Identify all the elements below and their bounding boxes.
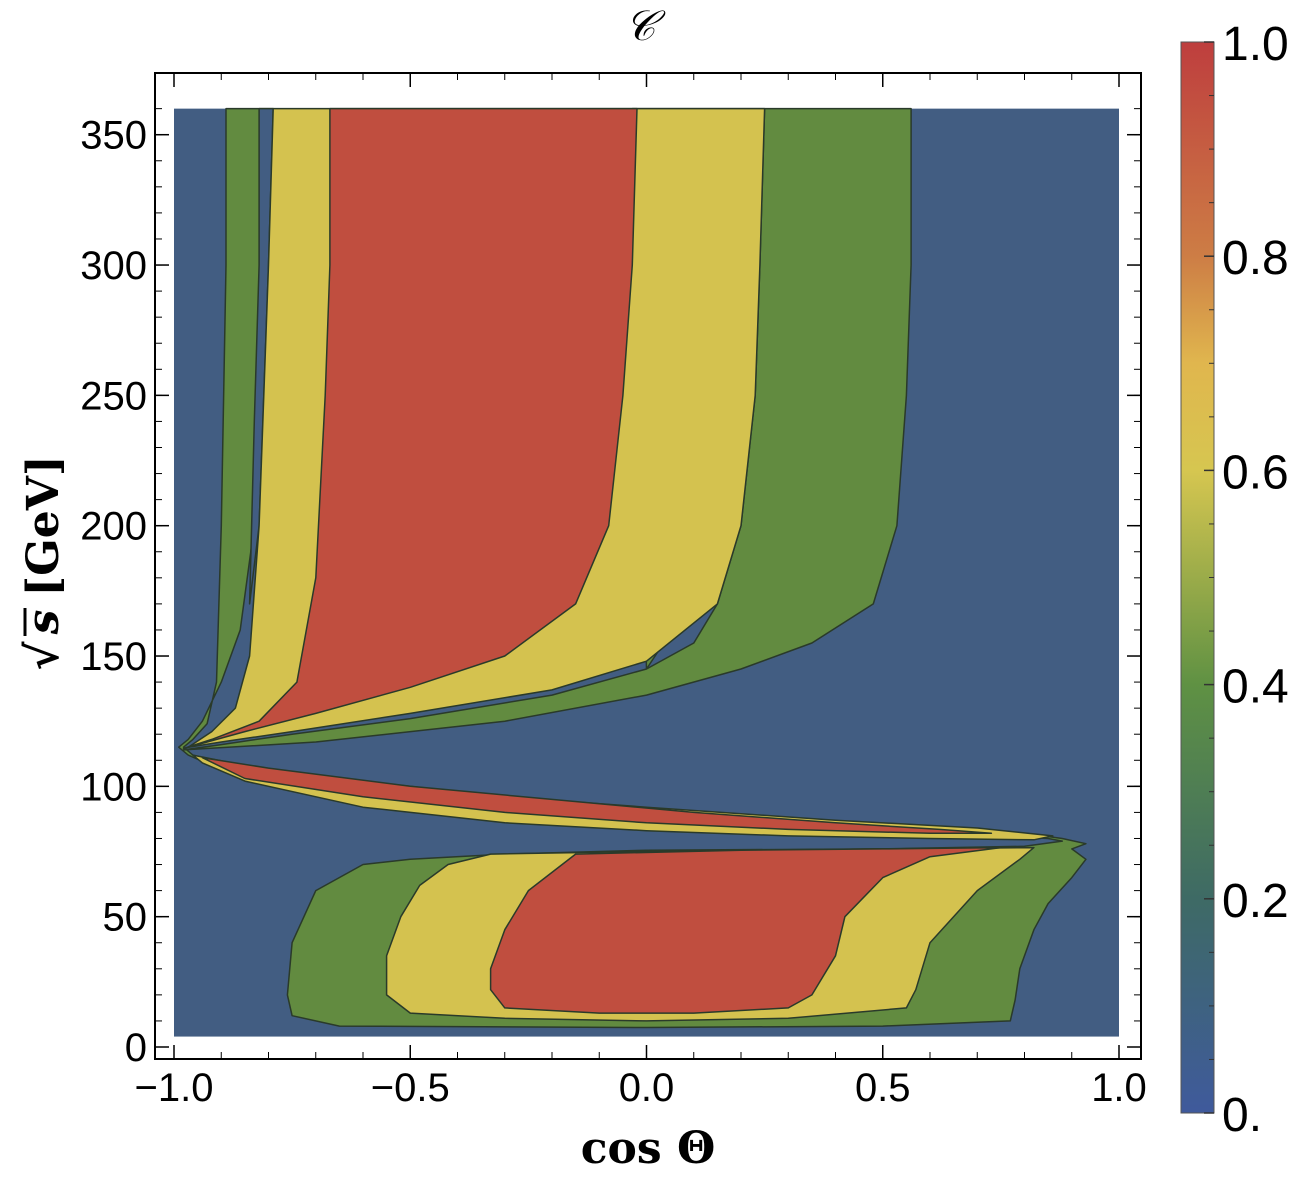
plot-title: 𝒞 (625, 1, 666, 50)
y-axis-label-radical: √ (18, 641, 69, 670)
plot-frame (154, 72, 1142, 1060)
y-tick-label: 350 (80, 114, 147, 158)
y-tick-label: 300 (80, 244, 147, 288)
contour-region-8 (489, 846, 1002, 1014)
colorbar (1180, 41, 1215, 1114)
colorbar-tick-label: 0. (1222, 1089, 1262, 1142)
y-tick-label: 0 (125, 1026, 147, 1070)
y-tick-label: 250 (80, 374, 147, 418)
x-tick-label: −0.5 (371, 1066, 450, 1110)
y-tick-label: 100 (80, 765, 147, 809)
colorbar-tick-label: 1.0 (1222, 18, 1289, 71)
x-tick-label: 0.0 (619, 1066, 675, 1110)
x-tick-label: 1.0 (1091, 1066, 1147, 1110)
y-tick-label: 200 (80, 505, 147, 549)
y-axis-label-var: s (18, 610, 69, 636)
y-tick-label: 50 (103, 896, 148, 940)
contour-region-4 (182, 107, 638, 750)
colorbar-tick-label: 0.2 (1222, 875, 1289, 928)
x-tick-label: −1.0 (135, 1066, 214, 1110)
colorbar-ticks: 0. 0.2 0.4 0.6 0.8 1.0 (1204, 18, 1289, 1142)
colorbar-tick-label: 0.6 (1222, 446, 1289, 499)
contour-regions (174, 107, 1119, 1037)
y-axis: 0 50 100 150 200 250 300 350 (80, 108, 1141, 1070)
contour-region-6 (201, 756, 993, 835)
x-axis-label: cos Θ (581, 1123, 716, 1174)
y-axis-label: √ s [GeV] (18, 455, 69, 670)
colorbar-tick-label: 0.4 (1222, 661, 1289, 714)
x-tick-label: 0.5 (855, 1066, 911, 1110)
y-tick-label: 150 (80, 635, 147, 679)
x-axis: −1.0 −0.5 0.0 0.5 1.0 (135, 73, 1147, 1110)
y-axis-label-unit: [GeV] (18, 455, 69, 596)
colorbar-tick-label: 0.8 (1222, 232, 1289, 285)
